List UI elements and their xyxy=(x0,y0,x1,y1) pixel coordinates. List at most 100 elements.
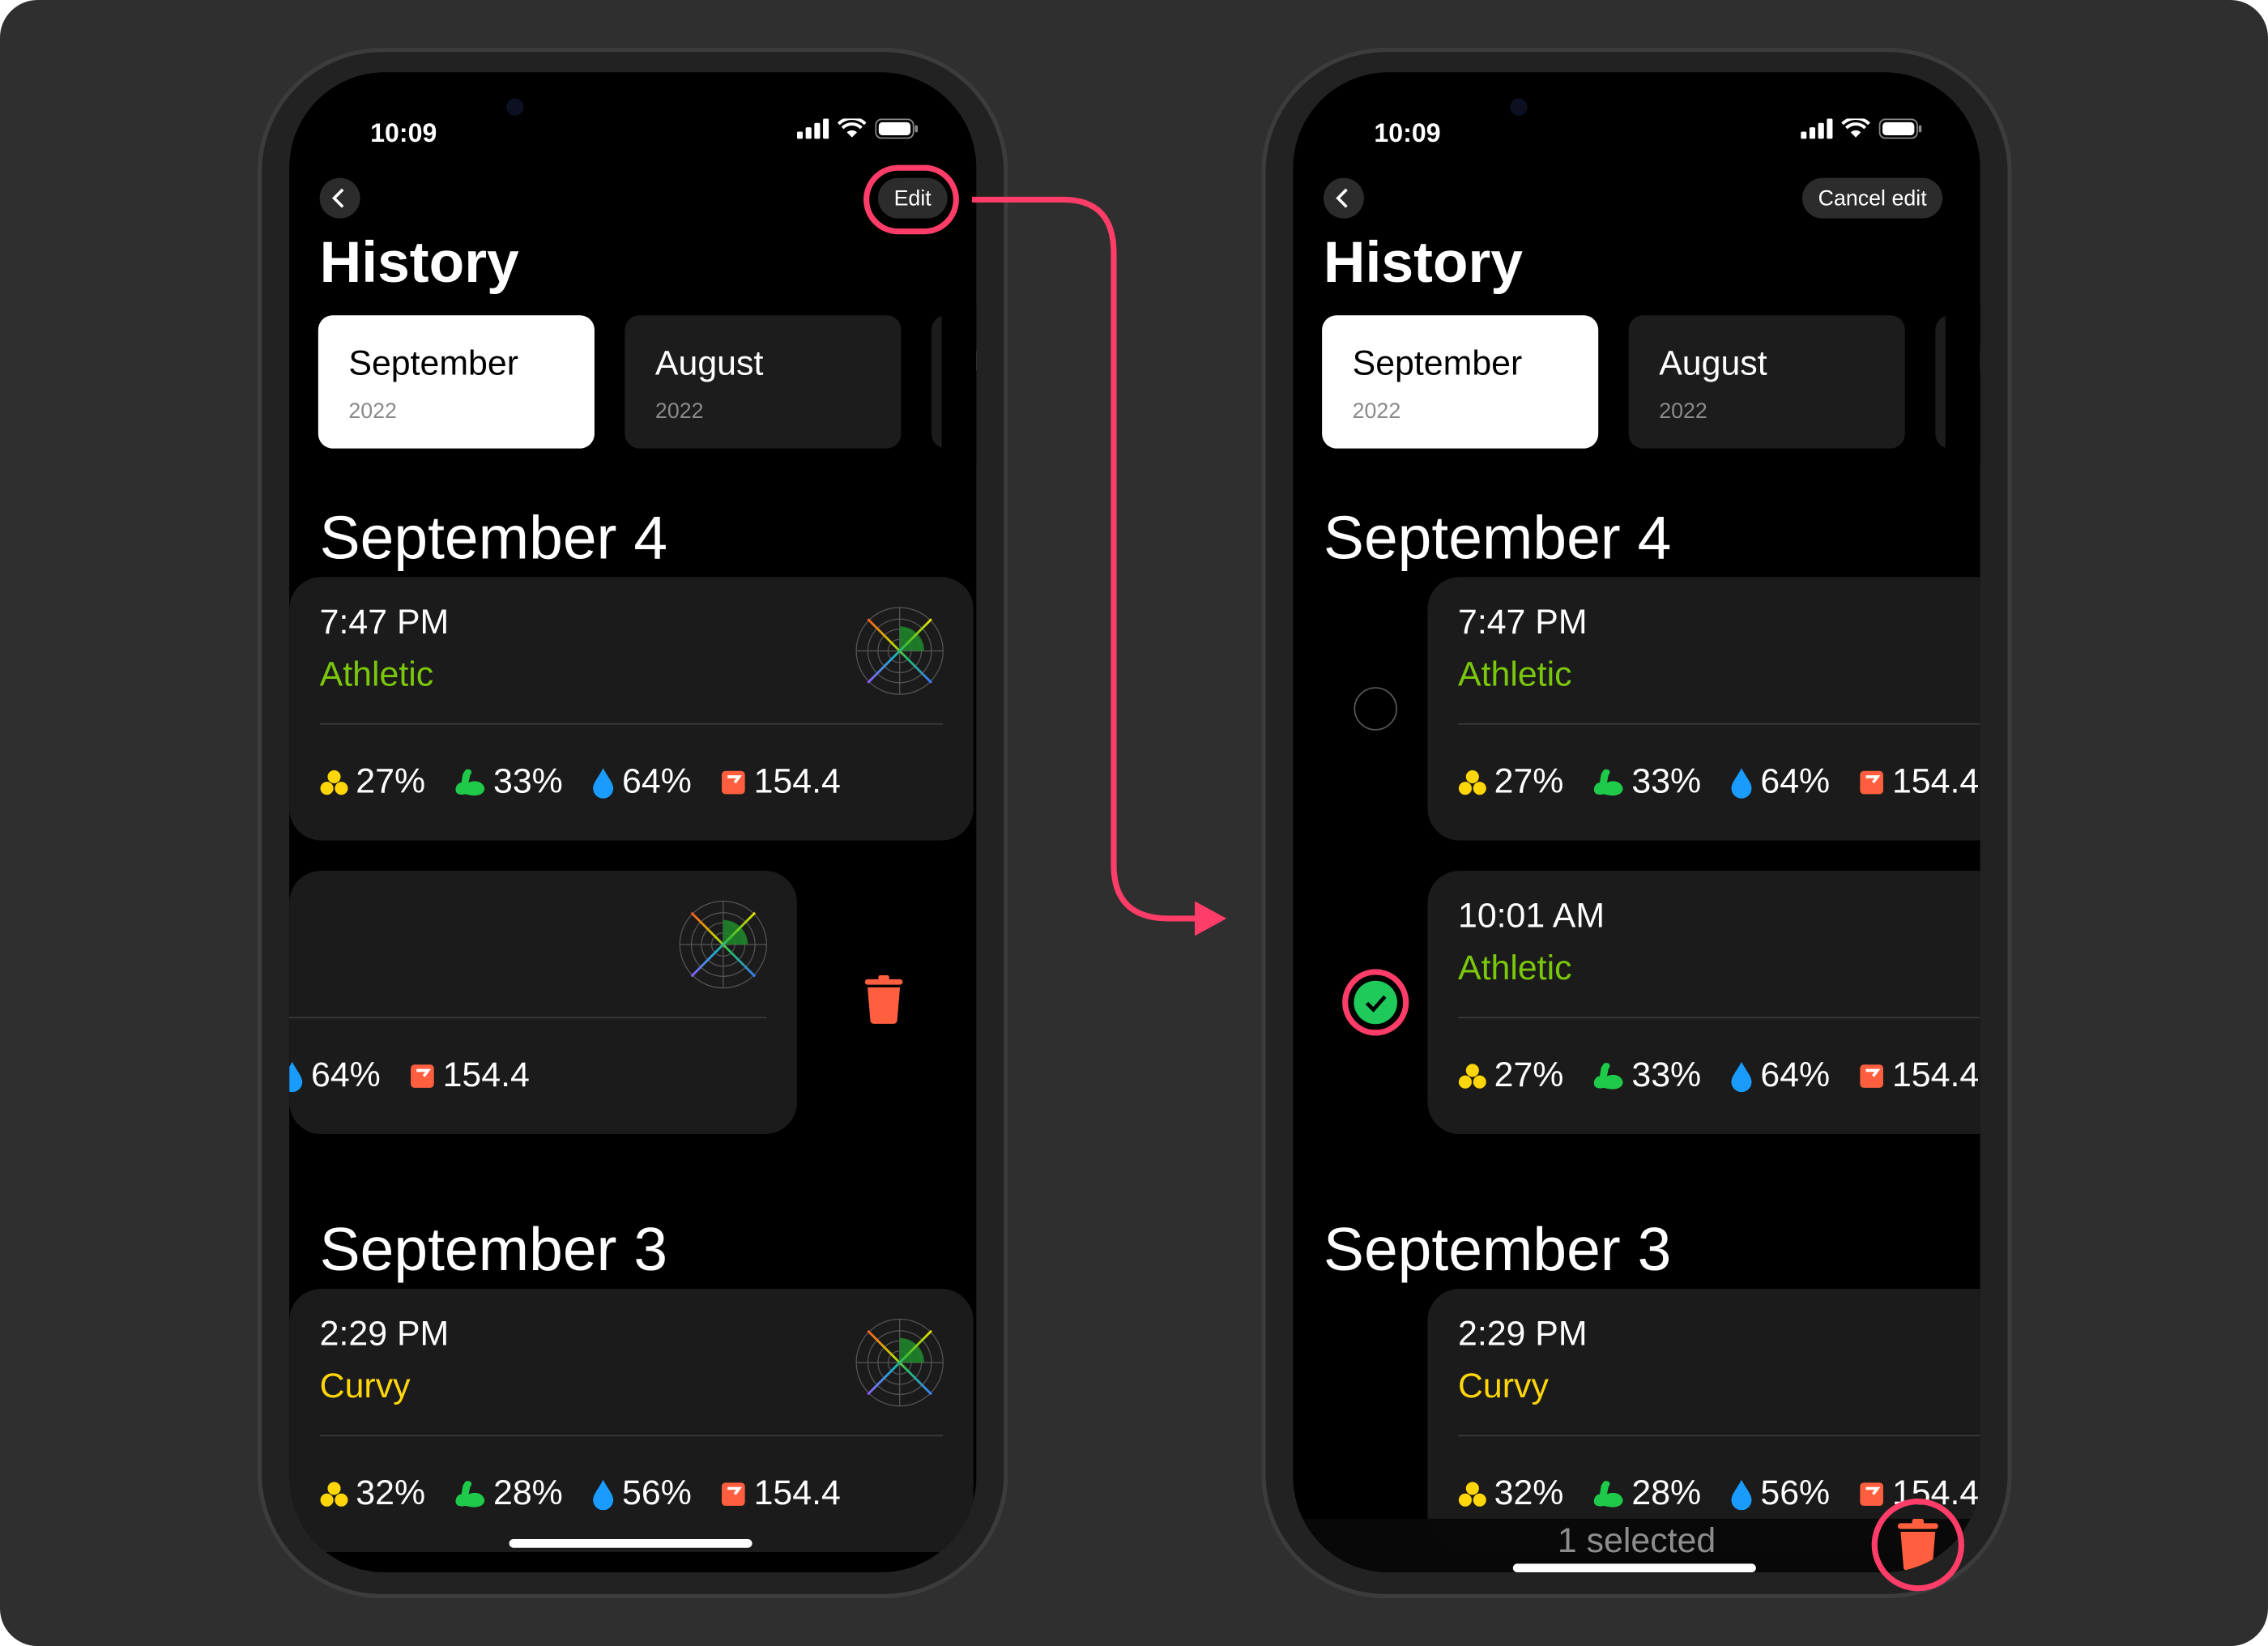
card-content: 7:47 PM Athletic 27% 33% 64% 154.4 xyxy=(1427,577,1980,840)
divider xyxy=(319,723,944,725)
selection-count: 1 selected xyxy=(1557,1521,1716,1561)
stat-item: 33% xyxy=(454,762,563,803)
back-button[interactable] xyxy=(319,177,360,219)
history-entry-card[interactable]: 7:47 PM Athletic 27% 33% 64% 154.4 xyxy=(1427,577,1980,841)
body-fat-icon xyxy=(1458,768,1487,797)
divider xyxy=(319,1435,944,1437)
stats-row: 27% 33% 64% 154.4 xyxy=(320,762,841,803)
entry-time: 2:29 PM xyxy=(319,1315,450,1354)
stat-value: 154.4 xyxy=(442,1055,530,1095)
muscle-icon xyxy=(1592,768,1624,797)
month-tab-september[interactable]: September 2022 xyxy=(1322,315,1599,449)
divider xyxy=(1457,723,1980,725)
stat-item: 154.4 xyxy=(721,1474,841,1515)
month-tab-august[interactable]: August 2022 xyxy=(625,315,902,449)
history-entry-card[interactable]: 7:47 PM Athletic 27% 33% 64% 154.4 xyxy=(289,577,974,841)
home-indicator xyxy=(509,1538,752,1548)
stat-item: 56% xyxy=(1730,1474,1830,1515)
body-fat-icon xyxy=(1458,1480,1487,1509)
stat-item: 154.4 xyxy=(1859,762,1979,803)
entry-time: 10:01 AM xyxy=(1457,897,1605,936)
month-year: 2022 xyxy=(1659,399,1707,424)
month-year: 2022 xyxy=(348,399,397,424)
scroll-clip xyxy=(1945,303,1980,463)
back-button[interactable] xyxy=(1323,177,1364,219)
stat-value: 64% xyxy=(622,762,692,802)
stat-item: 27% xyxy=(320,762,425,803)
stat-value: 33% xyxy=(1631,1055,1702,1095)
stat-item: 154.4 xyxy=(410,1056,530,1097)
card-content: 2:29 PM Curvy 32% 28% 56% 154.4 xyxy=(289,1289,974,1552)
status-icons xyxy=(1801,118,1922,139)
stat-item: 32% xyxy=(320,1474,425,1515)
divider xyxy=(289,1017,767,1019)
divider xyxy=(1457,1435,1980,1437)
history-entry-card[interactable]: M 33%64%154.4 xyxy=(289,870,797,1134)
stat-value: 32% xyxy=(1494,1473,1564,1513)
delete-entry-button[interactable] xyxy=(863,974,904,1032)
body-type-label: Athletic xyxy=(1457,655,1572,695)
section-date-heading: September 3 xyxy=(1323,1214,1672,1283)
stat-item: 28% xyxy=(1592,1474,1701,1515)
month-year: 2022 xyxy=(1352,399,1401,424)
status-icons xyxy=(796,118,919,139)
stat-value: 27% xyxy=(356,762,426,802)
selection-highlight-ring xyxy=(1342,969,1409,1036)
entry-time: 2:29 PM xyxy=(1457,1315,1588,1354)
stat-value: 154.4 xyxy=(753,1473,841,1513)
scale-icon xyxy=(1859,1482,1885,1507)
month-name: August xyxy=(654,343,764,384)
stat-item: 28% xyxy=(454,1474,563,1515)
edit-highlight-ring xyxy=(863,164,959,235)
section-date-heading: September 4 xyxy=(1323,503,1672,572)
stat-item: 33% xyxy=(1592,1056,1701,1097)
month-tab-september[interactable]: September 2022 xyxy=(318,315,595,449)
scroll-clip xyxy=(941,303,977,463)
trash-icon xyxy=(863,974,904,1030)
stat-item: 64% xyxy=(1730,1056,1830,1097)
stat-item: 154.4 xyxy=(721,762,841,803)
body-type-label: Curvy xyxy=(1457,1367,1549,1406)
water-drop-icon xyxy=(1730,1478,1754,1511)
stat-value: 33% xyxy=(493,762,563,802)
section-date-heading: September 3 xyxy=(319,1214,668,1283)
arrow-head xyxy=(1194,901,1227,936)
water-drop-icon xyxy=(1730,1060,1754,1093)
history-entry-card[interactable]: 2:29 PM Curvy 32% 28% 56% 154.4 xyxy=(289,1289,974,1553)
card-content: 7:47 PM Athletic 27% 33% 64% 154.4 xyxy=(289,577,974,840)
stat-value: 27% xyxy=(1494,762,1564,802)
card-content: 2:29 PM Curvy 32% 28% 56% 154.4 xyxy=(1427,1289,1980,1552)
select-checkbox[interactable] xyxy=(1354,687,1397,731)
radar-chart-icon xyxy=(855,606,944,696)
history-entry-card[interactable]: 2:29 PM Curvy 32% 28% 56% 154.4 xyxy=(1427,1289,1980,1553)
entry-time: 7:47 PM xyxy=(319,603,450,642)
month-tab-august[interactable]: August 2022 xyxy=(1628,315,1905,449)
muscle-icon xyxy=(1592,1480,1624,1509)
home-indicator xyxy=(1512,1563,1756,1573)
body-fat-icon xyxy=(320,1480,349,1509)
arrow-path xyxy=(971,196,1201,922)
chevron-left-icon xyxy=(1336,188,1348,208)
history-entry-card[interactable]: 10:01 AM Athletic 27% 33% 64% 154.4 xyxy=(1427,870,1980,1134)
phone-frame-before: 10:09 Edit History September 2022 August 20… xyxy=(257,47,1008,1599)
entry-time: 7:47 PM xyxy=(1457,603,1588,642)
page-title: History xyxy=(1323,231,1524,296)
water-drop-icon xyxy=(592,766,616,799)
muscle-icon xyxy=(454,768,486,797)
radar-chart-icon xyxy=(678,900,768,990)
camera xyxy=(505,98,524,116)
stat-item: 154.4 xyxy=(1859,1056,1979,1097)
muscle-icon xyxy=(1592,1062,1624,1091)
stat-item: 64% xyxy=(289,1056,381,1097)
stat-item: 27% xyxy=(1458,1056,1563,1097)
water-drop-icon xyxy=(592,1478,616,1511)
stat-value: 154.4 xyxy=(1891,1055,1980,1095)
card-content: M 33%64%154.4 xyxy=(289,871,797,1134)
stat-value: 56% xyxy=(1760,1473,1831,1513)
scale-icon xyxy=(410,1063,436,1089)
month-year: 2022 xyxy=(654,399,704,424)
stats-row: 33%64%154.4 xyxy=(289,1056,530,1097)
cancel-edit-button[interactable]: Cancel edit xyxy=(1801,177,1943,219)
stats-row: 27% 33% 64% 154.4 xyxy=(1458,762,1979,803)
